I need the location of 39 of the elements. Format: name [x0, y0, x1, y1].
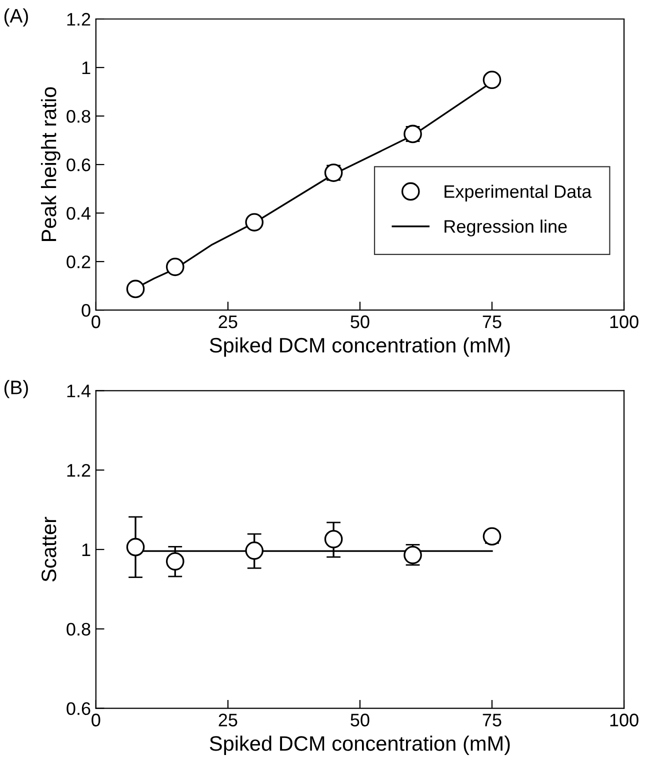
point	[126, 538, 145, 556]
x-axis-title: Spiked DCM concentration (mM)	[210, 736, 510, 755]
text: (B)	[4, 380, 28, 398]
point	[126, 280, 145, 298]
y-tick-label: 1	[82, 544, 90, 556]
x-axis-title: Spiked DCM concentration (mM)	[210, 337, 510, 357]
x-tick-label: 75	[482, 316, 502, 328]
y-tick-label: 1.4	[67, 384, 91, 398]
y-tick-label: 1.2	[67, 464, 90, 477]
point	[482, 527, 502, 546]
y-axis-title: Scatter	[42, 516, 56, 582]
point	[245, 542, 264, 560]
y-axis-title: Peak height ratio	[40, 87, 60, 241]
point	[166, 258, 184, 276]
point	[482, 70, 502, 90]
y-tick-label: 0.4	[66, 206, 91, 220]
y-tick-label: 0.6	[66, 158, 90, 172]
legend-label: Experimental Data	[444, 184, 592, 202]
y-tick-label: 0.2	[66, 256, 90, 268]
text: (A)	[4, 8, 28, 27]
x-tick-label: 50	[350, 714, 370, 726]
point	[166, 552, 184, 571]
x-tick-label: 0	[92, 714, 100, 726]
x-tick-label: 100	[610, 714, 638, 726]
x-tick-label: 25	[218, 714, 238, 726]
point	[324, 530, 343, 548]
y-tick-label: 1.2	[67, 12, 90, 26]
y-tick-label: 0.6	[66, 702, 90, 716]
y-tick-label: 0	[82, 304, 90, 317]
point	[245, 213, 264, 232]
y-tick-label: 1	[82, 62, 90, 74]
x-tick-label: 100	[610, 315, 638, 328]
legend-label: Regression line	[444, 220, 567, 236]
y-tick-label: 0.8	[66, 110, 90, 123]
x-tick-label: 0	[92, 315, 100, 328]
x-tick-label: 25	[218, 315, 238, 328]
y-tick-label: 0.8	[66, 622, 90, 636]
x-tick-label: 50	[350, 315, 370, 328]
x-tick-label: 75	[482, 714, 502, 726]
